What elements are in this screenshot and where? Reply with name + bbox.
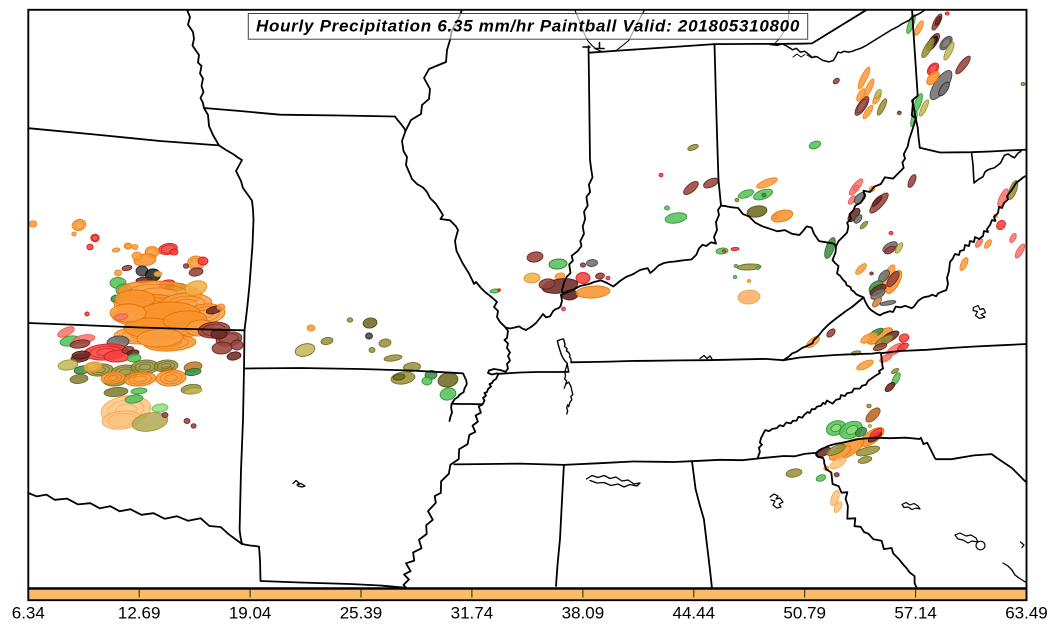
svg-text:31.74: 31.74 <box>451 604 494 623</box>
svg-text:44.44: 44.44 <box>673 604 716 623</box>
svg-text:63.49: 63.49 <box>1005 604 1048 623</box>
svg-text:50.79: 50.79 <box>783 604 826 623</box>
svg-text:19.04: 19.04 <box>229 604 272 623</box>
svg-text:6.34: 6.34 <box>12 604 45 623</box>
svg-text:38.09: 38.09 <box>562 604 605 623</box>
svg-text:Hourly Precipitation 6.35 mm/h: Hourly Precipitation 6.35 mm/hr Paintbal… <box>256 17 800 36</box>
svg-text:12.69: 12.69 <box>118 604 161 623</box>
svg-text:57.14: 57.14 <box>894 604 937 623</box>
svg-text:25.39: 25.39 <box>340 604 383 623</box>
